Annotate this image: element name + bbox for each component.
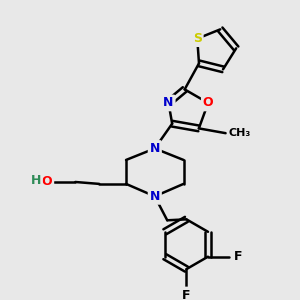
Text: N: N xyxy=(163,96,174,110)
Text: N: N xyxy=(150,142,160,155)
Text: N: N xyxy=(150,190,160,203)
Text: H: H xyxy=(30,174,41,187)
Text: F: F xyxy=(234,250,242,263)
Text: CH₃: CH₃ xyxy=(229,128,251,138)
Text: O: O xyxy=(42,176,52,188)
Text: O: O xyxy=(203,96,213,110)
Text: F: F xyxy=(182,289,190,300)
Text: S: S xyxy=(193,32,202,45)
